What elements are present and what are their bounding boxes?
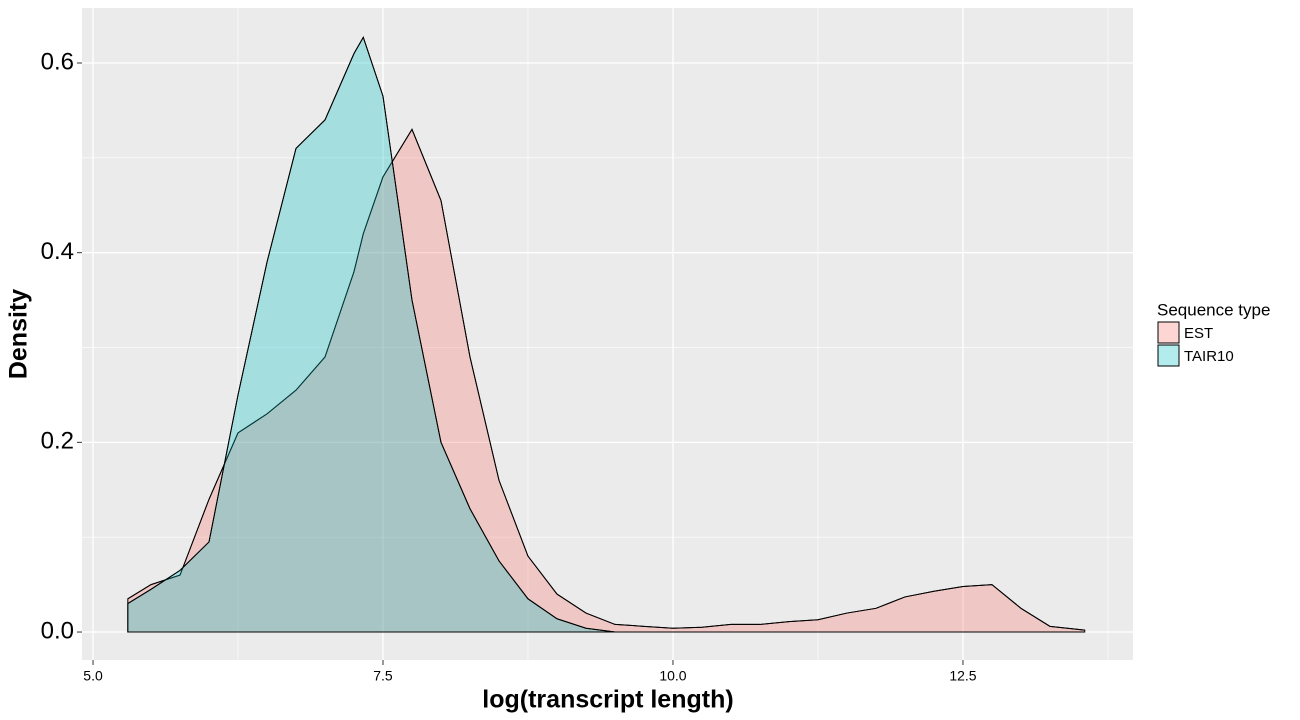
marks — [127, 36, 1086, 633]
legend: Sequence type EST TAIR10 — [1157, 300, 1270, 367]
y-axis-title: Density — [5, 289, 33, 379]
y-tick-label: 0.4 — [41, 238, 74, 265]
legend-label: EST — [1184, 325, 1213, 342]
x-axis-title: log(transcript length) — [482, 686, 733, 714]
legend-label: TAIR10 — [1184, 348, 1234, 365]
x-tick-label: 7.5 — [373, 668, 393, 684]
legend-swatch — [1157, 321, 1180, 344]
density-line — [127, 128, 1085, 631]
x-tick-label: 10.0 — [659, 668, 686, 684]
plot-panel — [82, 8, 1133, 660]
axes: 5.0 7.5 10.0 12.5 0.0 0.2 0.4 0.6 — [41, 48, 977, 683]
legend-title: Sequence type — [1157, 300, 1270, 319]
legend-swatch — [1157, 344, 1180, 367]
legend-swatch — [1158, 322, 1179, 343]
density-line — [127, 36, 616, 633]
legend-swatch — [1158, 345, 1179, 366]
y-tick-label: 0.0 — [41, 617, 74, 644]
x-tick-label: 5.0 — [83, 668, 103, 684]
y-tick-label: 0.6 — [41, 48, 74, 75]
y-tick-label: 0.2 — [41, 428, 74, 455]
x-tick-label: 12.5 — [949, 668, 976, 684]
